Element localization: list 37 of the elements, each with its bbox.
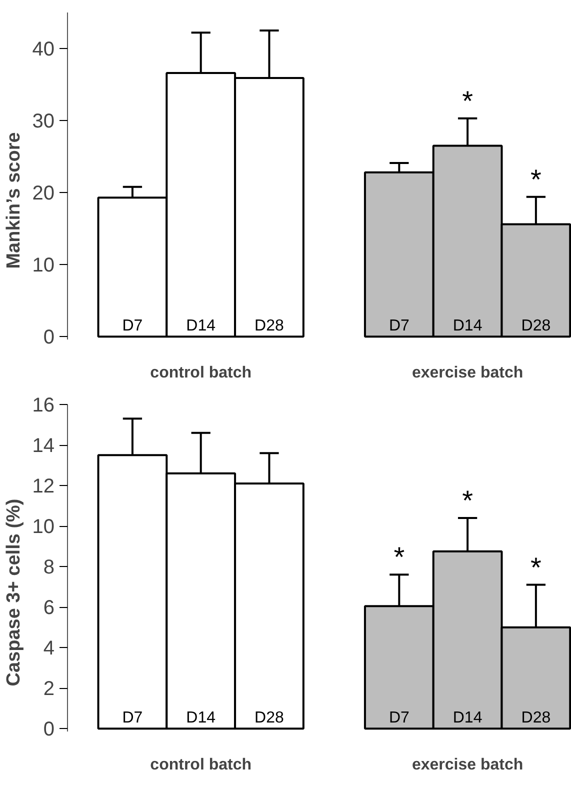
x-tick-label: D14 — [186, 318, 216, 335]
data-label: * — [394, 542, 405, 573]
x-tick-label: D7 — [388, 318, 410, 335]
data-label: * — [530, 164, 542, 195]
x-tick-label: D14 — [452, 710, 482, 727]
y-tick-label: 6 — [43, 597, 54, 620]
x-tick-label: D14 — [452, 318, 482, 335]
x-tick-label: D28 — [254, 318, 284, 335]
y-tick-label: 12 — [32, 476, 55, 498]
text: control batch — [150, 756, 252, 774]
text: exercise batch — [412, 364, 524, 382]
y-tick-label: 14 — [32, 435, 55, 458]
y-tick-label: 8 — [43, 556, 54, 579]
x-tick-label: D7 — [122, 710, 143, 727]
data-label: * — [530, 552, 542, 583]
y-tick-label: 40 — [32, 38, 55, 61]
x-tick-label: D7 — [122, 318, 143, 335]
text: control batch — [150, 364, 252, 382]
y-tick-label: 0 — [43, 326, 54, 349]
x-tick-label: D28 — [254, 710, 284, 727]
y-tick-label: 4 — [43, 638, 54, 660]
y-axis-title: Caspase 3+ cells (%) — [3, 498, 24, 686]
text: exercise batch — [412, 756, 524, 774]
y-tick-label: 20 — [32, 182, 55, 205]
y-tick-label: 0 — [43, 718, 54, 741]
data-label: * — [462, 484, 474, 516]
y-tick-label: 10 — [32, 516, 55, 538]
x-tick-label: D28 — [521, 318, 551, 335]
y-axis-title: Mankin’s score — [3, 132, 24, 269]
data-label: * — [462, 85, 474, 116]
x-tick-label: D14 — [186, 710, 216, 727]
y-tick-label: 30 — [32, 110, 55, 133]
x-tick-label: D28 — [521, 710, 551, 727]
y-tick-label: 16 — [32, 394, 55, 416]
y-tick-label: 2 — [43, 678, 54, 700]
y-tick-label: 10 — [32, 254, 55, 277]
x-tick-label: D7 — [388, 710, 410, 727]
